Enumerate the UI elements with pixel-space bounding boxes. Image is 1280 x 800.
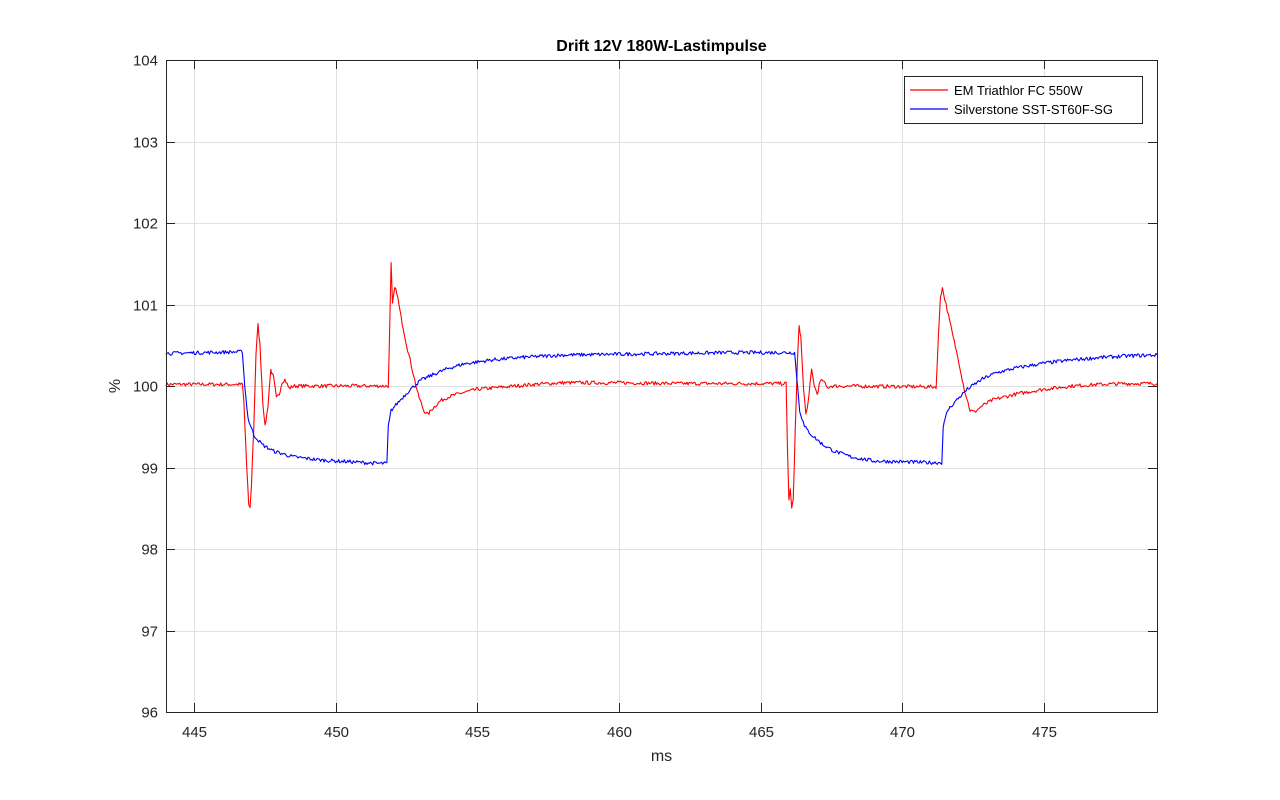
series-line-1 xyxy=(165,262,1158,509)
y-tick-label: 101 xyxy=(133,298,158,315)
x-tick-label: 475 xyxy=(1032,724,1057,741)
y-tick-label: 104 xyxy=(133,53,158,70)
chart-title: Drift 12V 180W-Lastimpulse xyxy=(556,38,767,55)
y-tick-label: 96 xyxy=(141,705,158,722)
x-tick-label: 450 xyxy=(324,724,349,741)
legend-label-2: Silverstone SST-ST60F-SG xyxy=(954,102,1113,117)
ticks: 445 450 455 460 465 470 475 96 97 98 99 100 101 102 10… xyxy=(133,53,1157,741)
y-tick-label: 100 xyxy=(133,379,158,396)
legend: EM Triathlor FC 550W Silverstone SST-ST60… xyxy=(904,76,1143,124)
x-tick-label: 465 xyxy=(749,724,774,741)
y-tick-label: 102 xyxy=(133,216,158,233)
x-tick-label: 455 xyxy=(465,724,490,741)
y-tick-label: 103 xyxy=(133,135,158,152)
y-axis-label: % xyxy=(107,379,124,393)
x-tick-label: 470 xyxy=(890,724,915,741)
y-tick-label: 98 xyxy=(141,542,158,559)
series-line-2 xyxy=(165,349,1158,466)
x-tick-label: 445 xyxy=(182,724,207,741)
y-tick-label: 99 xyxy=(141,461,158,478)
series-group xyxy=(165,262,1158,509)
x-tick-label: 460 xyxy=(607,724,632,741)
legend-box xyxy=(904,76,1143,124)
x-axis-label: ms xyxy=(651,748,672,765)
y-tick-label: 97 xyxy=(141,624,158,641)
legend-label-1: EM Triathlor FC 550W xyxy=(954,83,1083,98)
